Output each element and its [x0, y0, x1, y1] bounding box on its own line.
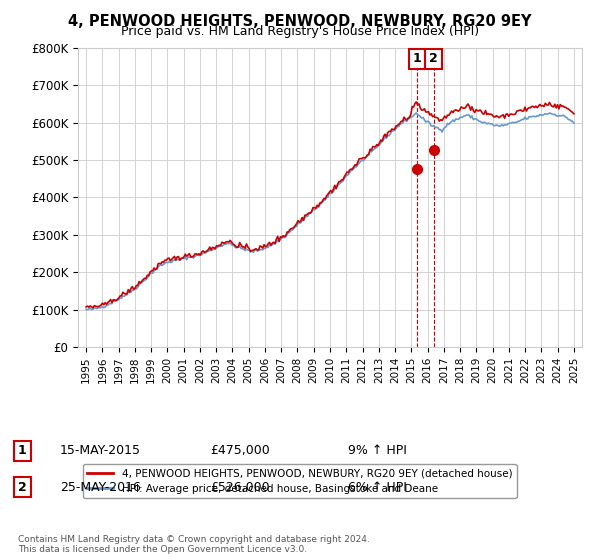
Text: 15-MAY-2015: 15-MAY-2015: [60, 444, 141, 458]
Text: £526,000: £526,000: [210, 480, 269, 494]
Text: 1: 1: [18, 444, 27, 458]
Text: 9% ↑ HPI: 9% ↑ HPI: [348, 444, 407, 458]
Legend: 4, PENWOOD HEIGHTS, PENWOOD, NEWBURY, RG20 9EY (detached house), HPI: Average pr: 4, PENWOOD HEIGHTS, PENWOOD, NEWBURY, RG…: [83, 464, 517, 498]
Text: £475,000: £475,000: [210, 444, 270, 458]
Text: 2: 2: [429, 52, 438, 66]
Text: 25-MAY-2016: 25-MAY-2016: [60, 480, 141, 494]
Text: 4, PENWOOD HEIGHTS, PENWOOD, NEWBURY, RG20 9EY: 4, PENWOOD HEIGHTS, PENWOOD, NEWBURY, RG…: [68, 14, 532, 29]
Text: 6% ↑ HPI: 6% ↑ HPI: [348, 480, 407, 494]
Text: Price paid vs. HM Land Registry's House Price Index (HPI): Price paid vs. HM Land Registry's House …: [121, 25, 479, 38]
Text: 2: 2: [18, 480, 27, 494]
Text: Contains HM Land Registry data © Crown copyright and database right 2024.
This d: Contains HM Land Registry data © Crown c…: [18, 535, 370, 554]
Text: 1: 1: [413, 52, 422, 66]
